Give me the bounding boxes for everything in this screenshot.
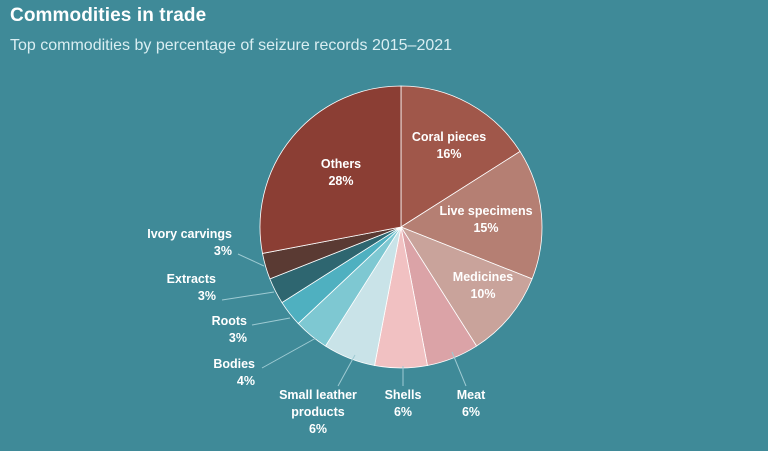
pie-slice-live-specimens [400,150,543,280]
leader-lines [221,253,467,387]
pie-slice-coral-pieces [400,85,521,228]
slice-labels: Coral pieces 16% Live specimens 15% Medicine… [147,130,532,436]
slice-value-meat: 6% [462,405,480,419]
pie-slices [259,85,543,369]
leader-line-meat [451,351,467,387]
pie-slice-medicines [400,226,533,347]
slice-label-extracts: Extracts [167,272,216,286]
pie-slice-others [259,85,402,254]
slice-value-roots: 3% [229,331,247,345]
slice-label-ivory-carvings: Ivory carvings [147,227,232,241]
slice-value-shells: 6% [394,405,412,419]
slice-label-others: Others [321,157,361,171]
leader-line-bodies [261,337,317,369]
slice-label-medicines: Medicines [453,270,513,284]
leader-line-roots [251,317,291,326]
chart-subtitle: Top commodities by percentage of seizure… [10,37,453,54]
slice-label-live-specimens: Live specimens [439,204,532,218]
slice-value-ivory-carvings: 3% [214,244,232,258]
leader-line-extracts [221,291,275,301]
slice-label-shells: Shells [385,388,422,402]
slice-value-others: 28% [328,174,353,188]
slice-label-coral-pieces: Coral pieces [412,130,486,144]
slice-value-bodies: 4% [237,374,255,388]
slice-value-small-leather-products: 6% [309,422,327,436]
slice-label-small-leather-products: Small leather [279,388,357,402]
slice-label-small-leather-products-line2: products [291,405,345,419]
chart-title: Commodities in trade [10,5,207,26]
slice-value-coral-pieces: 16% [436,147,461,161]
leader-line-small-leather-products [337,354,356,387]
slice-value-live-specimens: 15% [473,221,498,235]
slice-label-meat: Meat [457,388,486,402]
slice-value-extracts: 3% [198,289,216,303]
slice-label-bodies: Bodies [213,357,255,371]
slice-value-medicines: 10% [470,287,495,301]
leader-line-ivory-carvings [237,253,265,267]
slice-label-roots: Roots [212,314,247,328]
